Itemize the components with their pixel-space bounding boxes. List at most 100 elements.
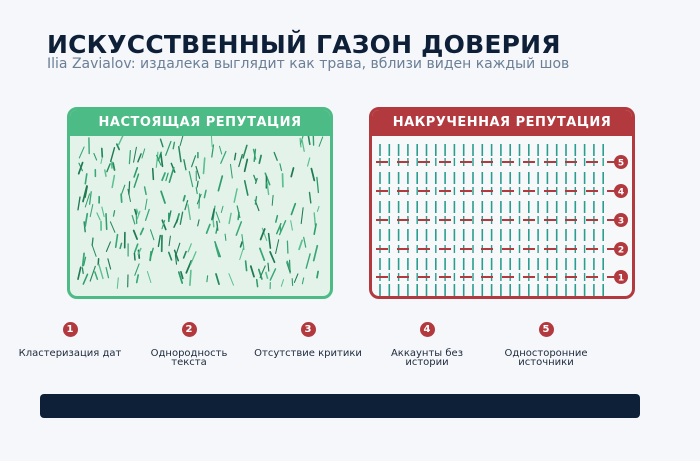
grass-blade bbox=[100, 157, 103, 165]
grass-blade bbox=[112, 162, 116, 171]
grass-blade bbox=[253, 148, 257, 163]
grass-blade bbox=[93, 152, 98, 161]
grass-blade bbox=[141, 148, 146, 159]
grass-blade bbox=[161, 219, 166, 230]
seam-number: 5 bbox=[618, 159, 624, 169]
grass-blade bbox=[259, 247, 266, 262]
grass-blade bbox=[107, 258, 112, 270]
grass-blade bbox=[196, 180, 199, 188]
grass-blade bbox=[271, 194, 274, 206]
grass-blade bbox=[215, 226, 219, 234]
grass-blade bbox=[211, 208, 216, 221]
grass-blade bbox=[81, 267, 84, 275]
grass-blade bbox=[105, 266, 110, 279]
grass-blade bbox=[275, 239, 280, 255]
grass-blade bbox=[133, 243, 139, 253]
grass-blade bbox=[190, 251, 197, 265]
real-reputation-panel: НАСТОЯЩАЯ РЕПУТАЦИЯ bbox=[67, 107, 333, 299]
natural-grass-field bbox=[77, 136, 324, 290]
grass-blade bbox=[128, 181, 131, 196]
grass-blade bbox=[133, 173, 140, 188]
seam-number-marker: 5 bbox=[614, 155, 628, 169]
grass-blade bbox=[160, 153, 164, 168]
grass-blade bbox=[155, 151, 159, 168]
legend-item-one-sided-sources: 5 Односторонние источники bbox=[491, 322, 601, 368]
grass-blade bbox=[275, 214, 279, 223]
signals-legend: 1 Кластеризация дат 2 Однородность текст… bbox=[0, 322, 700, 382]
grass-blade bbox=[236, 205, 241, 219]
legend-label: Кластеризация дат bbox=[18, 348, 122, 359]
grass-blade bbox=[136, 208, 140, 216]
legend-item-text-uniformity: 2 Однородность текста bbox=[134, 322, 244, 368]
grass-blade bbox=[137, 247, 142, 255]
grass-blade bbox=[205, 223, 211, 234]
grass-blade bbox=[105, 241, 111, 253]
grass-blade bbox=[215, 211, 221, 223]
legend-number-badge: 3 bbox=[300, 322, 316, 337]
grass-blade bbox=[109, 221, 116, 233]
grass-blade bbox=[82, 273, 89, 285]
grass-blade bbox=[189, 269, 192, 287]
grass-blade bbox=[144, 208, 150, 221]
grass-blade bbox=[195, 165, 201, 179]
grass-blade bbox=[168, 166, 175, 184]
grass-blade bbox=[188, 170, 194, 188]
grass-blade bbox=[258, 154, 262, 165]
grass-blade bbox=[111, 174, 116, 189]
grass-blade bbox=[257, 268, 263, 280]
legend-label: Односторонние источники bbox=[504, 348, 588, 368]
grass-blade bbox=[172, 141, 176, 150]
grass-blade bbox=[220, 205, 224, 214]
grass-blade bbox=[183, 159, 187, 171]
real-reputation-header: НАСТОЯЩАЯ РЕПУТАЦИЯ bbox=[70, 110, 330, 136]
grass-blade bbox=[196, 193, 202, 205]
grass-blade bbox=[136, 210, 141, 220]
grass-blade bbox=[77, 196, 81, 211]
grass-blade bbox=[98, 263, 104, 280]
grass-blade bbox=[161, 172, 166, 182]
grass-blade bbox=[215, 273, 220, 285]
grass-blade bbox=[210, 136, 213, 147]
grass-blade bbox=[220, 150, 227, 164]
grass-blade bbox=[165, 140, 172, 156]
grass-blade bbox=[84, 212, 89, 228]
grass-blade bbox=[243, 158, 249, 173]
grass-blade bbox=[159, 138, 164, 148]
grass-blade bbox=[89, 265, 96, 282]
grass-blade bbox=[77, 161, 84, 175]
legend-label: Аккаунты без истории bbox=[390, 348, 464, 368]
grass-blade bbox=[115, 143, 121, 151]
legend-label: Однородность текста bbox=[150, 348, 228, 368]
grass-blade bbox=[134, 263, 140, 276]
grass-blade bbox=[316, 176, 320, 194]
grass-blade bbox=[157, 234, 162, 248]
grass-blade bbox=[261, 227, 268, 242]
grass-blade bbox=[300, 207, 304, 225]
grass-blade bbox=[238, 153, 243, 168]
footer-bar bbox=[40, 394, 640, 418]
grass-blade bbox=[303, 236, 307, 248]
grass-blade bbox=[131, 214, 136, 225]
page-subtitle: Ilia Zavialov: издалека выглядит как тра… bbox=[47, 56, 570, 72]
grass-blade bbox=[286, 260, 291, 270]
grass-blade bbox=[132, 229, 138, 240]
grass-blade bbox=[182, 194, 186, 202]
legend-number-badge: 4 bbox=[419, 322, 435, 337]
grass-blade bbox=[100, 147, 104, 158]
grass-blade bbox=[160, 190, 166, 204]
grass-blade bbox=[244, 260, 248, 272]
grass-blade bbox=[187, 243, 192, 253]
grass-blade bbox=[233, 152, 237, 161]
grass-blade bbox=[293, 273, 299, 283]
grass-blade bbox=[239, 246, 245, 261]
grass-blade bbox=[217, 175, 224, 192]
grass-blade bbox=[161, 219, 167, 231]
grass-blade bbox=[81, 252, 85, 267]
grass-blade bbox=[104, 169, 107, 177]
grass-blade bbox=[174, 254, 178, 265]
grass-blade bbox=[120, 184, 126, 195]
grass-blade bbox=[301, 139, 305, 152]
grass-blade bbox=[286, 240, 289, 254]
grass-blade bbox=[82, 185, 88, 203]
grass-blade bbox=[179, 136, 184, 147]
